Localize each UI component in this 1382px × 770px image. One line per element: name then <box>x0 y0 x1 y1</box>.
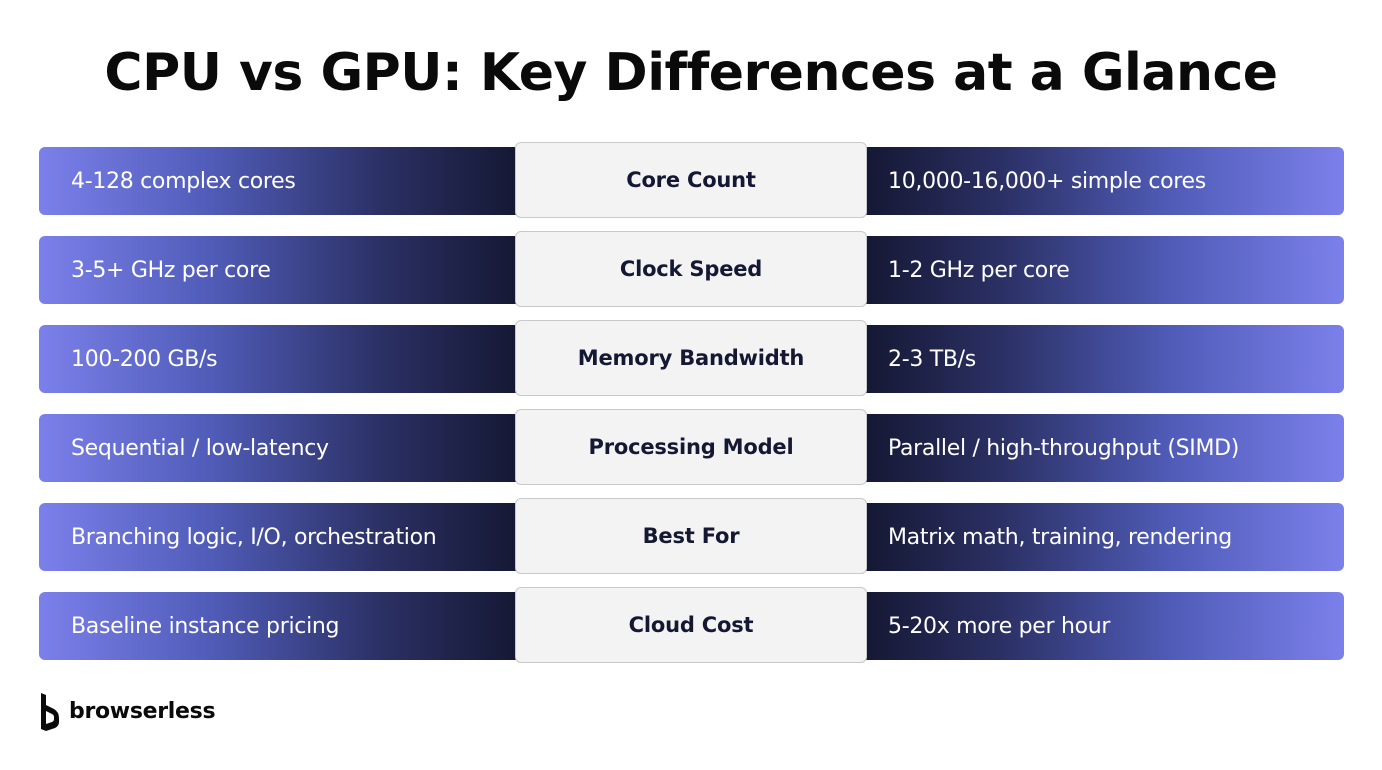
criterion-label: Cloud Cost <box>628 613 754 637</box>
criterion-label: Clock Speed <box>619 257 763 281</box>
criterion-label-box: Core Count <box>515 142 867 218</box>
criterion-label: Processing Model <box>588 435 794 459</box>
comparison-row: 4-128 complex cores 10,000-16,000+ simpl… <box>39 142 1344 218</box>
gpu-cell: 1-2 GHz per core <box>854 236 1344 304</box>
cpu-cell: Sequential / low-latency <box>39 414 529 482</box>
comparison-row: 100-200 GB/s 2-3 TB/s Memory Bandwidth <box>39 320 1344 396</box>
comparison-row: 3-5+ GHz per core 1-2 GHz per core Clock… <box>39 231 1344 307</box>
gpu-value: Parallel / high-throughput (SIMD) <box>888 435 1240 461</box>
criterion-label-box: Processing Model <box>515 409 867 485</box>
brand-name: browserless <box>69 698 216 724</box>
comparison-row: Branching logic, I/O, orchestration Matr… <box>39 498 1344 574</box>
cpu-cell: 100-200 GB/s <box>39 325 529 393</box>
gpu-cell: 5-20x more per hour <box>854 592 1344 660</box>
gpu-cell: Parallel / high-throughput (SIMD) <box>854 414 1344 482</box>
gpu-value: 2-3 TB/s <box>888 346 976 372</box>
criterion-label: Best For <box>642 524 740 548</box>
criterion-label-box: Memory Bandwidth <box>515 320 867 396</box>
gpu-cell: 10,000-16,000+ simple cores <box>854 147 1344 215</box>
criterion-label: Memory Bandwidth <box>577 346 805 370</box>
gpu-value: 10,000-16,000+ simple cores <box>888 168 1206 194</box>
gpu-cell: Matrix math, training, rendering <box>854 503 1344 571</box>
cpu-value: Branching logic, I/O, orchestration <box>71 524 437 550</box>
cpu-cell: 4-128 complex cores <box>39 147 529 215</box>
criterion-label-box: Clock Speed <box>515 231 867 307</box>
cpu-cell: Branching logic, I/O, orchestration <box>39 503 529 571</box>
comparison-row: Sequential / low-latency Parallel / high… <box>39 409 1344 485</box>
cpu-cell: 3-5+ GHz per core <box>39 236 529 304</box>
cpu-cell: Baseline instance pricing <box>39 592 529 660</box>
criterion-label-box: Cloud Cost <box>515 587 867 663</box>
gpu-value: 5-20x more per hour <box>888 613 1111 639</box>
gpu-cell: 2-3 TB/s <box>854 325 1344 393</box>
brand-logo: browserless <box>39 690 216 732</box>
page-title: CPU vs GPU: Key Differences at a Glance <box>104 43 1278 103</box>
cpu-value: Baseline instance pricing <box>71 613 340 639</box>
cpu-value: Sequential / low-latency <box>71 435 329 461</box>
cpu-value: 3-5+ GHz per core <box>71 257 271 283</box>
browserless-logo-icon <box>41 693 59 731</box>
comparison-row: Baseline instance pricing 5-20x more per… <box>39 587 1344 663</box>
cpu-value: 4-128 complex cores <box>71 168 296 194</box>
criterion-label: Core Count <box>626 168 756 192</box>
gpu-value: 1-2 GHz per core <box>888 257 1070 283</box>
gpu-value: Matrix math, training, rendering <box>888 524 1232 550</box>
cpu-value: 100-200 GB/s <box>71 346 218 372</box>
criterion-label-box: Best For <box>515 498 867 574</box>
